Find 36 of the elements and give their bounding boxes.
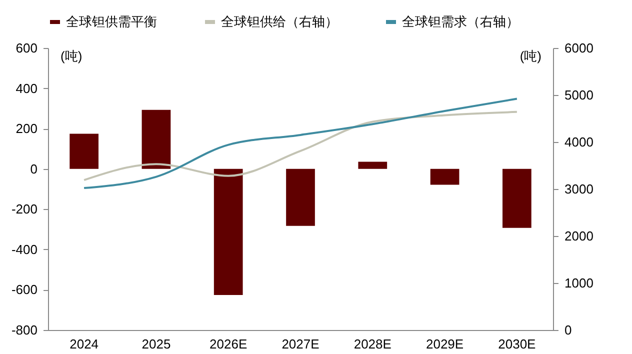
legend-label: 全球钽供需平衡 <box>66 14 157 29</box>
y-tick-label: -400 <box>11 242 38 257</box>
bar <box>358 162 388 169</box>
y2-tick-label: 3000 <box>564 182 594 196</box>
y-tick-label: 200 <box>16 121 38 136</box>
x-tick-label: 2029E <box>426 336 464 352</box>
bar <box>214 168 243 295</box>
y-tick-label: -200 <box>11 202 38 217</box>
bar <box>142 110 171 169</box>
y2-tick-label: 4000 <box>564 134 594 150</box>
bar <box>430 168 460 185</box>
y-axis-title: (吨) <box>60 48 82 64</box>
line-series <box>83 98 518 190</box>
y2-tick-label: 1000 <box>564 276 594 290</box>
x-tick-label: 2026E <box>210 336 248 352</box>
y2-tick-label: 5000 <box>564 88 594 102</box>
y-tick-label: -800 <box>11 322 38 338</box>
y-tick-label: -600 <box>11 282 38 298</box>
legend-label: 全球钽供给（右轴） <box>221 14 338 29</box>
y-tick-label: 400 <box>16 80 38 96</box>
y2-tick-label: 0 <box>564 322 572 338</box>
y-tick-label: 600 <box>16 40 38 56</box>
x-tick-label: 2025 <box>142 336 171 352</box>
bar <box>70 134 98 169</box>
y-tick-label: 0 <box>30 161 38 176</box>
x-tick-label: 2027E <box>282 336 320 352</box>
y2-axis-title: (吨) <box>520 48 542 64</box>
line-series <box>83 110 518 182</box>
y2-tick-label: 6000 <box>564 40 594 56</box>
y2-tick-label: 2000 <box>564 228 594 244</box>
x-tick-label: 2028E <box>354 336 392 352</box>
legend-label: 全球钽需求（右轴） <box>402 14 519 29</box>
x-tick-label: 2030E <box>498 336 536 352</box>
x-tick-label: 2024 <box>70 336 99 352</box>
bar <box>286 168 315 226</box>
bar <box>502 168 532 228</box>
